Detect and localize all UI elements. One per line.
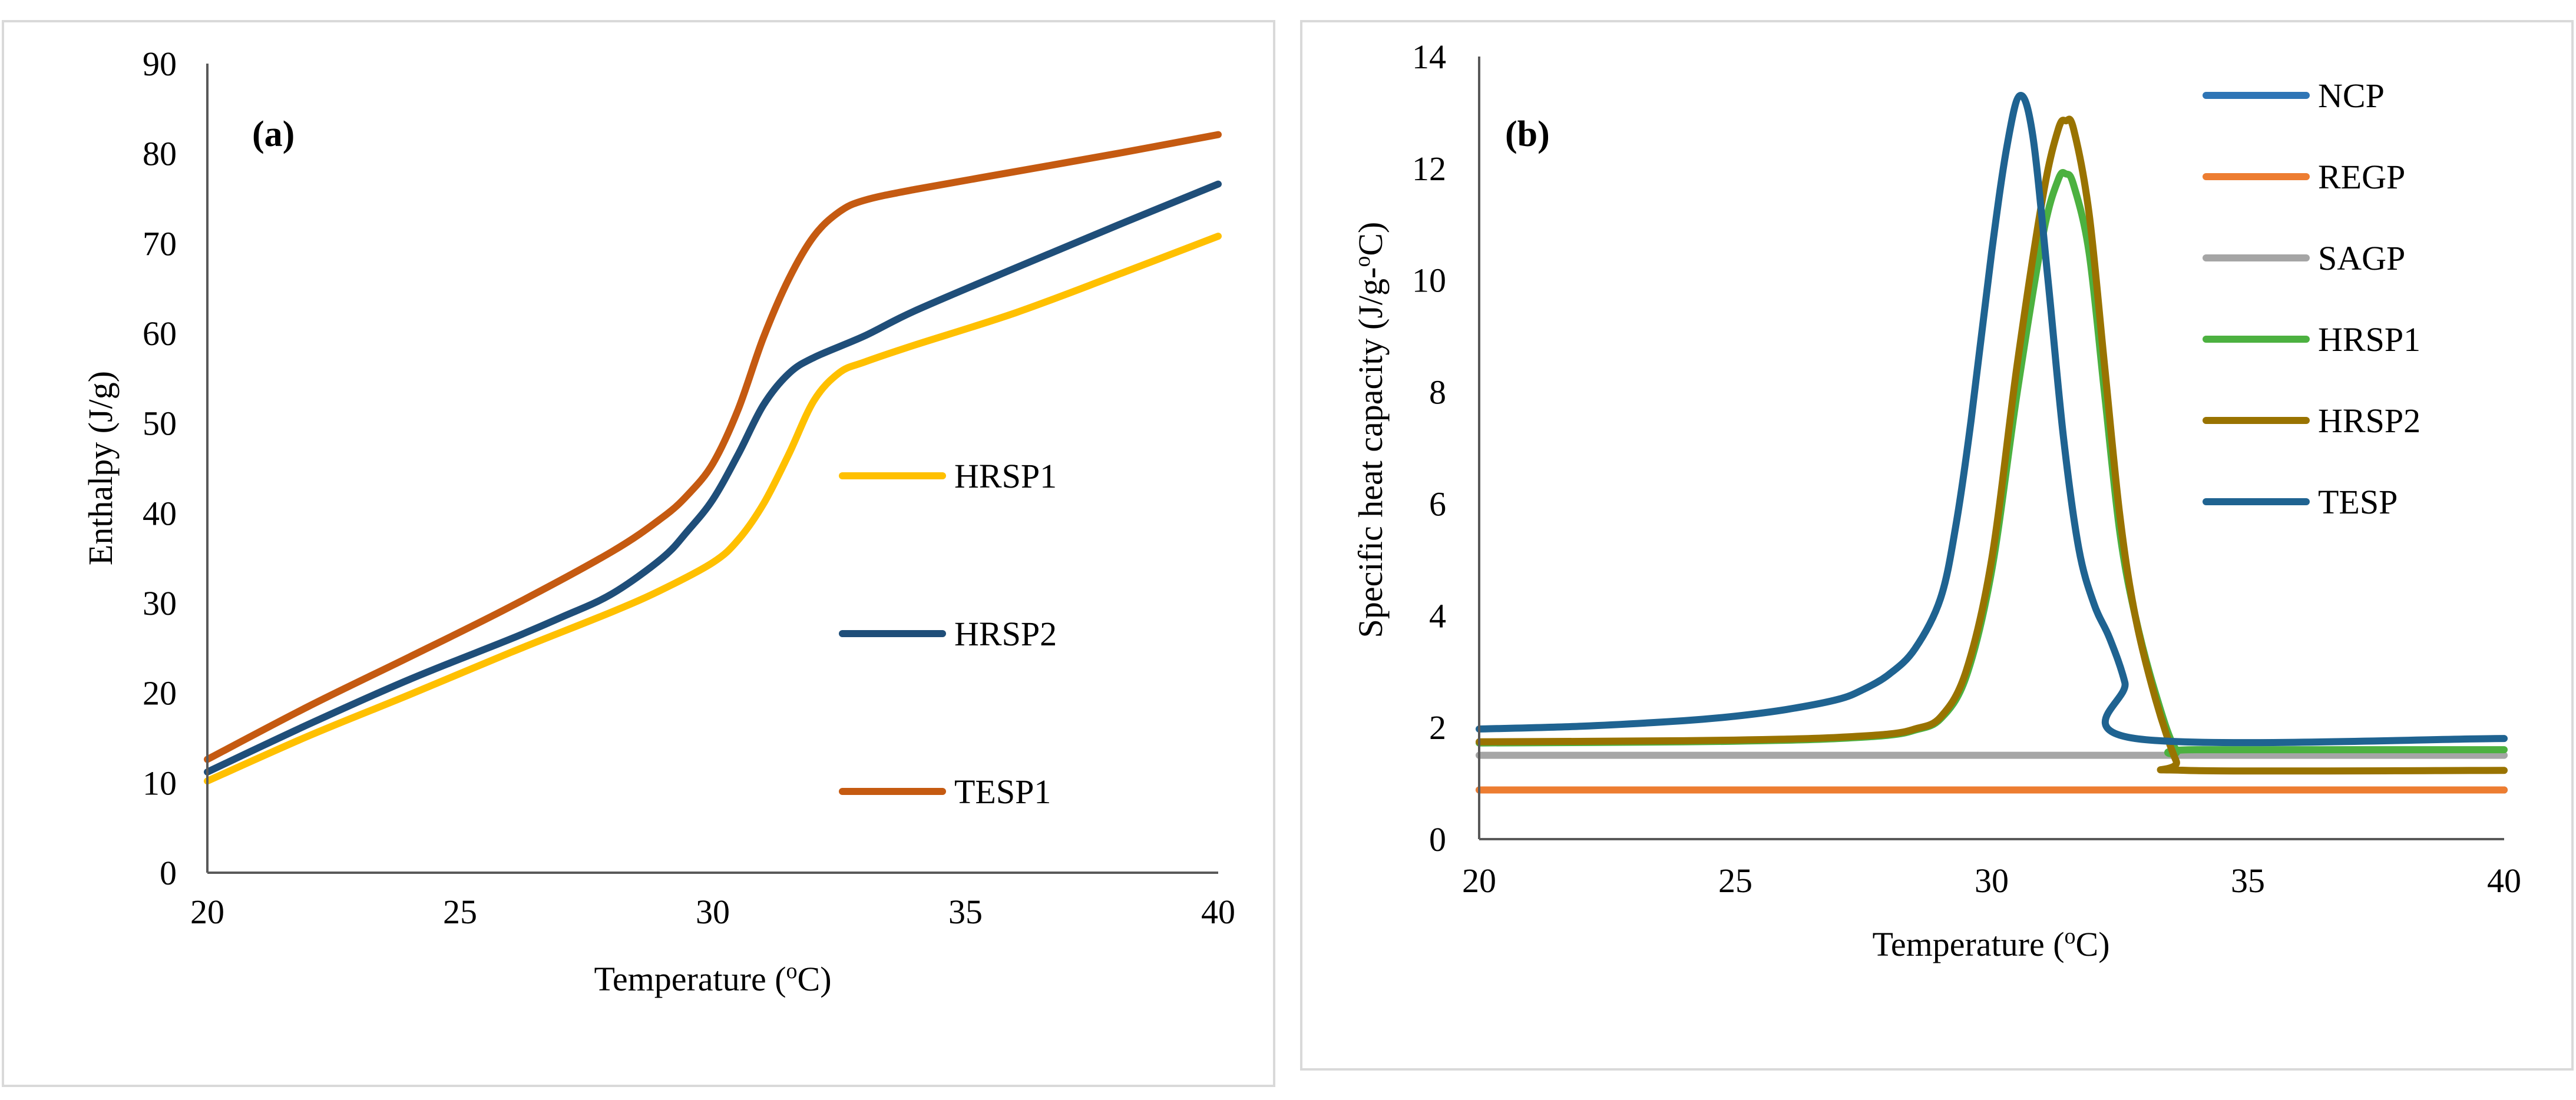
chart-a-y-ticks: 0 10 20 30 40 50 60 70 80 90 <box>143 45 177 892</box>
chart-b-y-tick-label: 8 <box>1429 373 1446 412</box>
chart-b-x-tick-label: 25 <box>1718 862 1752 900</box>
chart-b-y-tick-label: 10 <box>1412 261 1446 300</box>
chart-b-x-axis-title: Temperature (oC) <box>1872 924 2109 963</box>
chart-b-x-axis-title-end: C) <box>2076 925 2110 963</box>
chart-a-x-ticks: 20 25 30 35 40 <box>190 893 1235 931</box>
chart-a-y-tick-label: 60 <box>143 314 177 353</box>
chart-a-y-tick-label: 50 <box>143 405 177 443</box>
panel-a-frame <box>2 20 1275 1087</box>
chart-b-legend-label-ncp: NCP <box>2318 77 2385 115</box>
chart-a-x-axis-title-end: C) <box>798 960 832 998</box>
chart-b-y-tick-label: 12 <box>1412 150 1446 188</box>
chart-a-legend: HRSP1 HRSP2 TESP1 <box>839 457 1057 811</box>
chart-b-x-tick-label: 40 <box>2487 862 2521 900</box>
chart-a-y-tick-label: 0 <box>160 854 177 892</box>
chart-a-series-line-hrsp1 <box>204 233 1222 785</box>
chart-a-y-axis-title: Enthalpy (J/g) <box>81 371 120 565</box>
chart-a-series-line-hrsp2 <box>204 180 1222 776</box>
chart-b-y-axis-title-start: Specific heat capacity (J/g- <box>1351 267 1390 638</box>
chart-b-panel-label: (b) <box>1505 114 1550 154</box>
chart-a-y-tick-label: 10 <box>143 764 177 802</box>
chart-b-legend-label-regp: REGP <box>2318 158 2405 196</box>
chart-a-y-tick-label: 90 <box>143 45 177 83</box>
chart-a-series-line-tesp1 <box>204 131 1222 763</box>
chart-a-y-tick-label: 80 <box>143 135 177 173</box>
chart-b-series-line-hrsp2 <box>1476 115 2508 775</box>
chart-b-x-tick-label: 35 <box>2231 862 2265 900</box>
chart-a-x-axis-title-sup: o <box>786 959 798 983</box>
chart-b-x-axis-title-start: Temperature ( <box>1872 925 2064 963</box>
chart-b-x-tick-label: 30 <box>1975 862 2009 900</box>
chart-a-x-tick-label: 20 <box>190 893 224 931</box>
chart-b-y-axis-title-sup: o <box>1350 256 1375 267</box>
chart-a-panel-label: (a) <box>252 114 295 154</box>
chart-b-series-layer <box>1476 92 2508 794</box>
chart-a-y-tick-label: 70 <box>143 224 177 263</box>
chart-b-legend-label-sagp: SAGP <box>2318 239 2405 277</box>
chart-b-y-tick-label: 14 <box>1412 38 1446 76</box>
chart-b-legend-label-tesp: TESP <box>2318 483 2398 521</box>
chart-panel-b: 0 2 4 6 8 10 12 14 20 25 30 35 40 (b) Temperature (… <box>1350 38 2521 963</box>
chart-a-y-tick-label: 40 <box>143 494 177 532</box>
chart-a-x-axis-title: Temperature (oC) <box>594 959 831 998</box>
chart-b-y-tick-label: 4 <box>1429 597 1446 635</box>
chart-a-y-tick-label: 30 <box>143 584 177 622</box>
chart-b-y-tick-label: 2 <box>1429 708 1446 747</box>
chart-a-legend-label-hrsp1: HRSP1 <box>954 457 1057 495</box>
chart-a-legend-label-hrsp2: HRSP2 <box>954 615 1057 653</box>
chart-b-x-ticks: 20 25 30 35 40 <box>1462 862 2521 900</box>
chart-panel-a: 0 10 20 30 40 50 60 70 80 90 20 25 30 35 40 (a) Tempe… <box>81 45 1235 998</box>
panel-b-frame <box>1300 20 2574 1071</box>
chart-b-legend-label-hrsp1: HRSP1 <box>2318 320 2420 359</box>
chart-a-x-tick-label: 35 <box>948 893 983 931</box>
chart-a-x-tick-label: 40 <box>1201 893 1235 931</box>
chart-b-y-axis-title: Specific heat capacity (J/g-oC) <box>1350 222 1390 638</box>
chart-a-x-axis-title-start: Temperature ( <box>594 960 786 998</box>
chart-b-y-axis-title-end: C) <box>1351 222 1390 256</box>
chart-b-y-tick-label: 0 <box>1429 820 1446 859</box>
chart-a-series-layer <box>204 131 1222 785</box>
chart-b-legend: NCP REGP SAGP HRSP1 HRSP2 TESP <box>2203 77 2420 521</box>
chart-b-series-line-tesp <box>1476 92 2508 747</box>
chart-b-legend-label-hrsp2: HRSP2 <box>2318 402 2420 440</box>
chart-b-x-tick-label: 20 <box>1462 862 1496 900</box>
chart-b-y-ticks: 0 2 4 6 8 10 12 14 <box>1412 38 1446 859</box>
chart-a-legend-label-tesp1: TESP1 <box>954 773 1051 811</box>
chart-b-x-axis-title-sup: o <box>2065 924 2076 949</box>
chart-a-x-tick-label: 25 <box>443 893 477 931</box>
chart-a-x-tick-label: 30 <box>696 893 730 931</box>
chart-a-y-tick-label: 20 <box>143 674 177 713</box>
chart-b-y-tick-label: 6 <box>1429 485 1446 523</box>
